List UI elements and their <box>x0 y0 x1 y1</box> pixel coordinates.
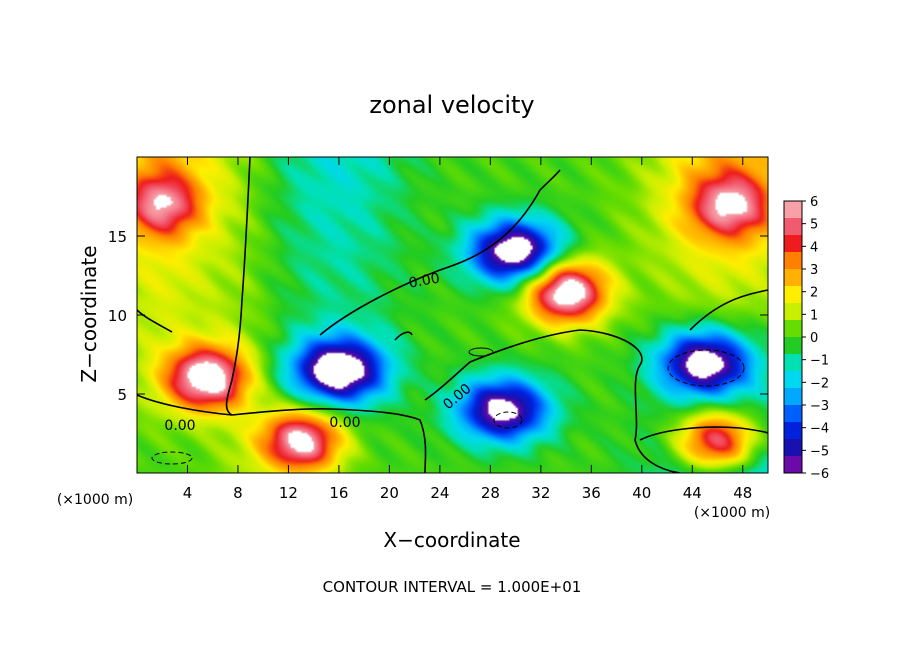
x-unit-label-right: (×1000 m) <box>694 505 770 521</box>
chart-title: zonal velocity <box>369 91 534 119</box>
contour-interval-text: CONTOUR INTERVAL = 1.000E+01 <box>323 578 582 596</box>
colorbar-swatch <box>784 388 802 406</box>
colorbar-swatch <box>784 456 802 474</box>
colorbar-tick-label: 2 <box>810 286 818 301</box>
contour-line <box>137 309 173 333</box>
colorbar-tick-label: −6 <box>810 467 829 482</box>
contour-line <box>225 157 251 416</box>
x-tick-label: 12 <box>279 484 298 502</box>
x-tick-label: 40 <box>632 484 651 502</box>
colorbar-tick-label: −3 <box>810 399 829 414</box>
x-tick-label: 36 <box>582 484 601 502</box>
x-axis: 4 8 12 16 20 24 28 32 36 40 44 48 <box>183 157 752 502</box>
colorbar: 6 5 4 3 2 1 0 −1 −2 −3 −4 −5 −6 <box>783 195 829 482</box>
heatmap-plot-area <box>137 157 768 473</box>
colorbar-swatch <box>784 201 802 219</box>
colorbar-swatch <box>784 252 802 270</box>
contour-label: 0.00 <box>408 270 441 291</box>
x-tick-label: 28 <box>481 484 500 502</box>
colorbar-swatch <box>784 337 802 355</box>
colorbar-tick-label: −1 <box>810 354 829 369</box>
y-tick-label: 15 <box>108 228 127 246</box>
colorbar-swatch <box>784 371 802 389</box>
colorbar-swatch <box>784 286 802 304</box>
x-tick-label: 8 <box>233 484 243 502</box>
colorbar-swatch <box>784 235 802 253</box>
x-tick-label: 4 <box>183 484 193 502</box>
contour-label: 0.00 <box>164 418 195 434</box>
colorbar-swatch <box>784 269 802 287</box>
y-axis: 5 10 15 <box>108 228 768 404</box>
colorbar-tick-label: 3 <box>810 263 818 278</box>
colorbar-tick-label: −4 <box>810 422 829 437</box>
contour-line <box>137 394 427 473</box>
x-tick-label: 44 <box>683 484 702 502</box>
colorbar-tick-label: 5 <box>810 218 818 233</box>
x-tick-label: 24 <box>430 484 449 502</box>
x-unit-label-left: (×1000 m) <box>57 492 133 508</box>
colorbar-swatch <box>784 439 802 457</box>
colorbar-tick-label: 4 <box>810 240 818 255</box>
colorbar-swatch <box>784 405 802 423</box>
contour-line <box>493 411 523 429</box>
x-tick-label: 20 <box>380 484 399 502</box>
contour-line <box>319 169 561 336</box>
zero-contours <box>137 157 768 473</box>
colorbar-tick-label: 1 <box>810 308 818 323</box>
contour-line <box>424 329 681 473</box>
contour-label: 0.00 <box>329 415 360 431</box>
colorbar-tick-label: 6 <box>810 195 818 210</box>
colorbar-tick-label: −5 <box>810 444 829 459</box>
dashed-contours <box>151 349 745 465</box>
contour-line <box>468 347 494 357</box>
colorbar-tick-label: −2 <box>810 376 829 391</box>
colorbar-swatch <box>784 422 802 440</box>
contour-line <box>151 451 193 465</box>
colorbar-swatch <box>784 303 802 321</box>
colorbar-swatch <box>784 218 802 236</box>
heatmap-field <box>137 157 768 473</box>
y-tick-label: 5 <box>117 386 127 404</box>
contour-line <box>639 426 768 441</box>
contour-line <box>667 349 745 387</box>
y-axis-label: Z−coordinate <box>77 245 101 382</box>
colorbar-swatch <box>784 354 802 372</box>
contour-line <box>394 331 413 341</box>
y-tick-label: 10 <box>108 307 127 325</box>
x-tick-label: 16 <box>329 484 348 502</box>
x-axis-label: X−coordinate <box>383 528 520 552</box>
contour-line <box>689 289 768 331</box>
colorbar-tick-label: 0 <box>810 331 818 346</box>
x-tick-label: 32 <box>531 484 550 502</box>
x-tick-label: 48 <box>733 484 752 502</box>
colorbar-swatch <box>784 320 802 338</box>
